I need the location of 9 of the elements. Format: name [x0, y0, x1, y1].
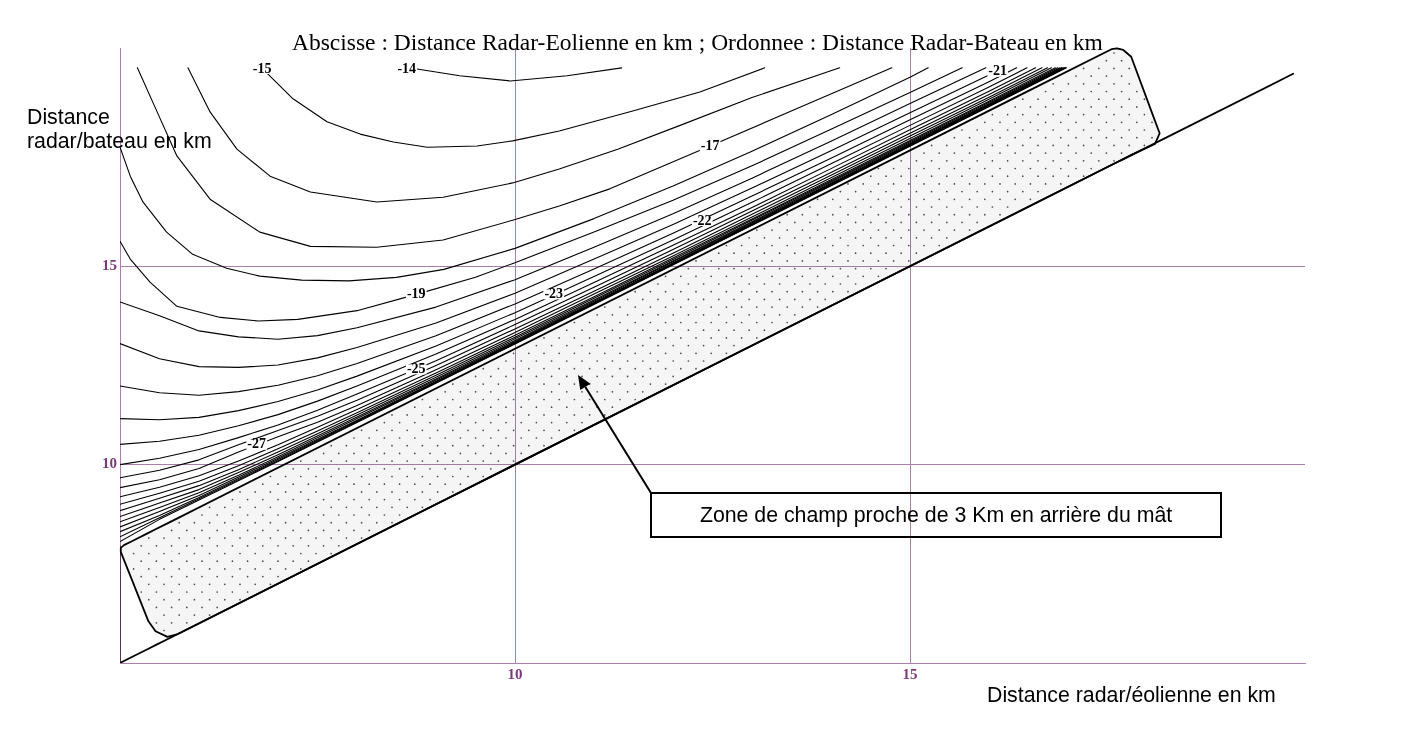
- annotation: -22: [692, 212, 712, 228]
- text: Zone de champ proche de 3 Km en arrière du mât: [649, 492, 1223, 539]
- chart-title: Abscisse : Distance Radar-Eolienne en km ; Ordonnee : Distance Radar-Bateau en km: [292, 29, 1103, 56]
- annotation: -25: [406, 361, 426, 376]
- annotation: -23: [544, 286, 564, 302]
- annotation: -27: [247, 436, 267, 452]
- annotation: -21: [988, 63, 1008, 79]
- x-axis-title: Distance radar/éolienne en km: [987, 683, 1276, 707]
- annotation: -15: [252, 60, 272, 76]
